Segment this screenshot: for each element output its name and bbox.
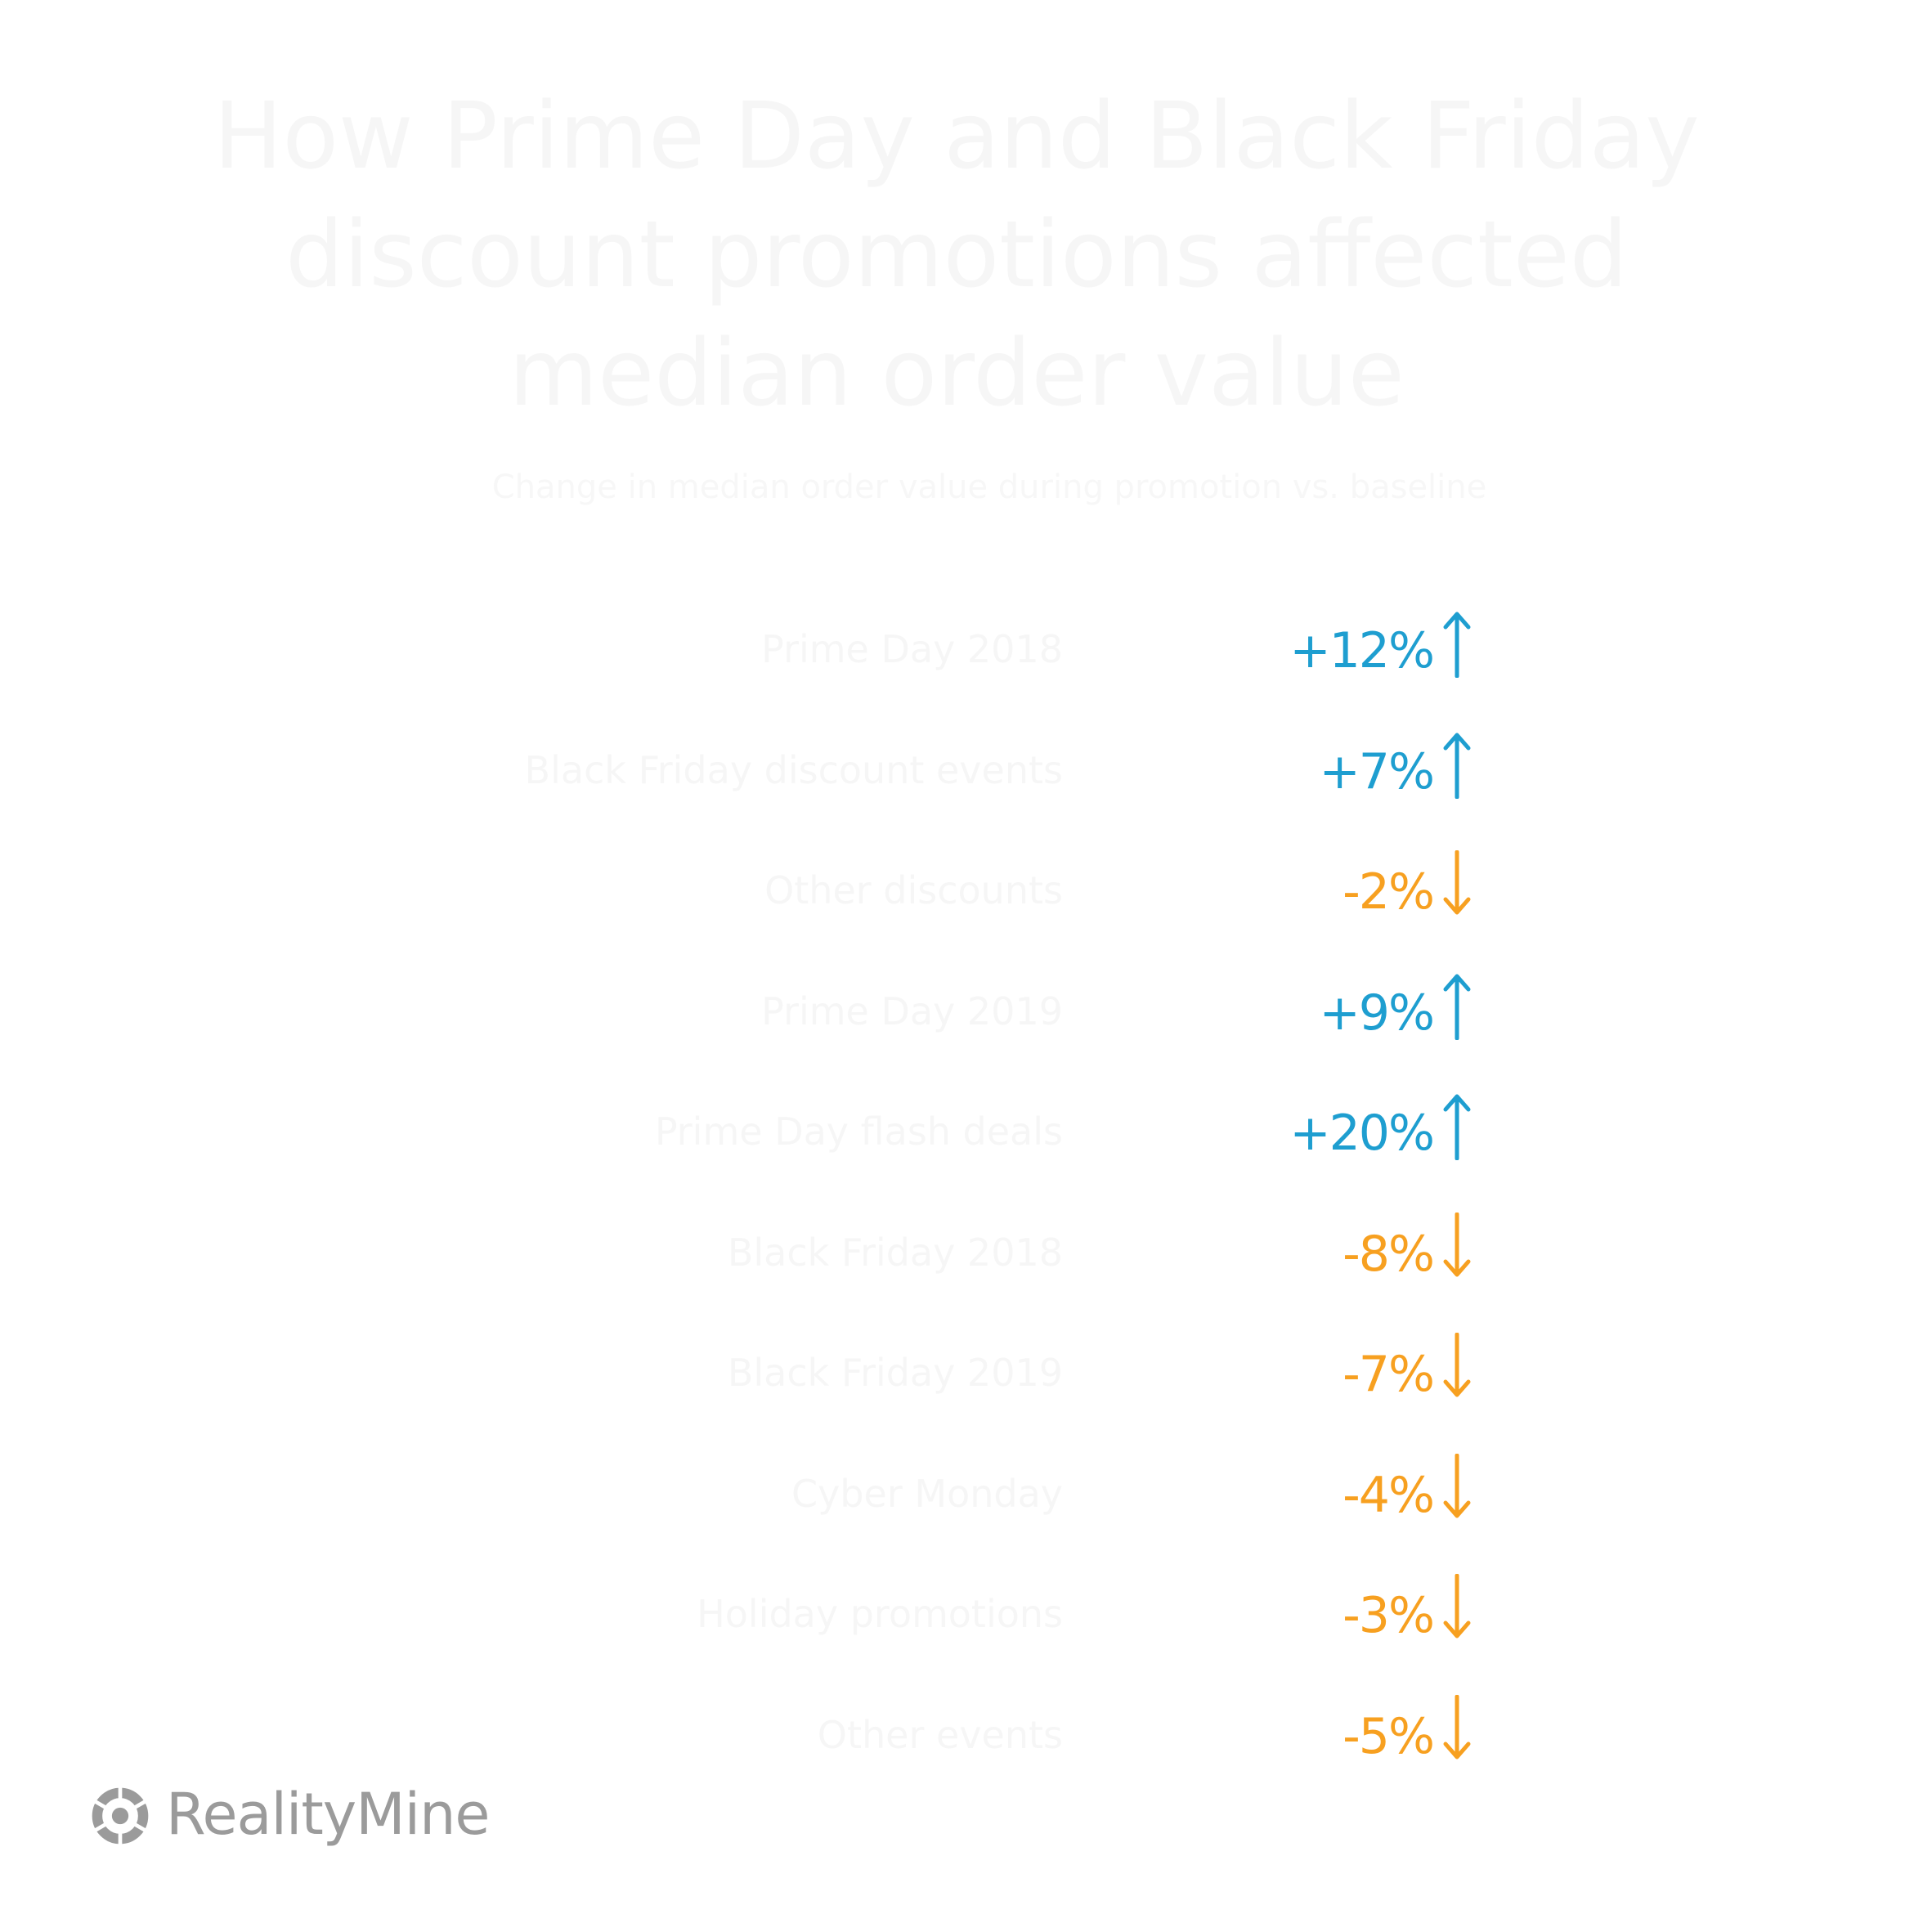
- arrow-down-icon: [1443, 850, 1471, 915]
- row-label: Cyber Monday: [791, 1471, 1063, 1516]
- change-row: Black Friday discount events +7%: [0, 730, 1932, 812]
- change-row: Prime Day 2018 +12%: [0, 609, 1932, 691]
- change-value: -8%: [1343, 1225, 1435, 1283]
- change-row: Black Friday 2019 -7%: [0, 1333, 1932, 1414]
- change-row: Other events -5%: [0, 1694, 1932, 1777]
- arrow-down-icon: [1443, 1212, 1471, 1276]
- change-row: Holiday promotions -3%: [0, 1574, 1932, 1656]
- row-label: Other discounts: [764, 868, 1063, 912]
- change-row: Prime Day flash deals +20%: [0, 1092, 1932, 1173]
- row-label: Prime Day flash deals: [654, 1109, 1063, 1154]
- arrow-up-icon: [1443, 1094, 1471, 1160]
- row-label: Black Friday discount events: [524, 747, 1063, 792]
- change-value: -7%: [1343, 1346, 1435, 1403]
- arrow-down-icon: [1443, 1694, 1471, 1759]
- change-value: +9%: [1319, 984, 1435, 1042]
- change-row: Black Friday 2018 -8%: [0, 1212, 1932, 1294]
- change-row: Cyber Monday -4%: [0, 1453, 1932, 1535]
- arrow-up-icon: [1443, 733, 1471, 799]
- logo-wordmark: RealityMine: [166, 1781, 490, 1848]
- change-value: -3%: [1343, 1587, 1435, 1644]
- row-label: Black Friday 2019: [727, 1351, 1063, 1395]
- row-label: Other events: [817, 1712, 1063, 1757]
- change-row: Prime Day 2019 +9%: [0, 971, 1932, 1053]
- arrow-down-icon: [1443, 1333, 1471, 1397]
- change-row: Other discounts -2%: [0, 850, 1932, 932]
- arrow-down-icon: [1443, 1574, 1471, 1638]
- arrow-up-icon: [1443, 974, 1471, 1040]
- page-title: How Prime Day and Black Friday discount …: [213, 83, 1700, 427]
- realitymine-logo-icon: [92, 1786, 149, 1845]
- change-value: +20%: [1289, 1105, 1435, 1162]
- arrow-up-icon: [1443, 612, 1471, 678]
- change-value: -4%: [1343, 1466, 1435, 1524]
- row-label: Prime Day 2019: [761, 988, 1063, 1033]
- row-label: Black Friday 2018: [727, 1230, 1063, 1275]
- change-value: -2%: [1343, 863, 1435, 921]
- row-label: Prime Day 2018: [761, 627, 1063, 671]
- arrow-down-icon: [1443, 1453, 1471, 1517]
- page-subtitle: Change in median order value during prom…: [491, 468, 1487, 506]
- change-value: +12%: [1289, 622, 1435, 679]
- change-value: +7%: [1319, 742, 1435, 800]
- row-label: Holiday promotions: [697, 1592, 1063, 1636]
- change-value: -5%: [1343, 1707, 1435, 1765]
